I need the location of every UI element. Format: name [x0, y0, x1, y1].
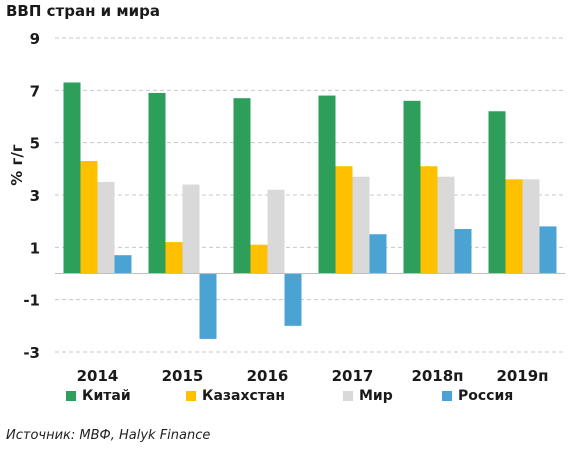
y-tick-label: 1: [30, 239, 40, 257]
bar-Мир-2017: [352, 176, 370, 274]
x-tick-label: 2015: [162, 367, 204, 385]
bar-Россия-2014: [114, 255, 132, 274]
chart-title: ВВП стран и мира: [6, 2, 161, 20]
legend-item-Казахстан: Казахстан: [186, 388, 285, 404]
bar-Россия-2015: [199, 273, 217, 339]
bar-Мир-2018п: [437, 176, 455, 274]
legend-label: Казахстан: [202, 388, 286, 404]
gdp-bar-chart: 9 7 5 3 1 -1 -3 2014 2015 2016 2017 2018п 2019п % г…: [8, 30, 565, 385]
legend-swatch: [186, 391, 196, 401]
legend-swatch: [66, 391, 76, 401]
y-tick-label: -1: [23, 292, 40, 310]
bar-Китай-2016: [233, 98, 251, 274]
legend-item-Россия: Россия: [442, 388, 513, 404]
bar-Казахстан-2016: [250, 244, 268, 274]
y-tick-label: 3: [30, 187, 40, 205]
bar-Китай-2018п: [403, 100, 421, 274]
y-tick-label: 7: [30, 82, 40, 100]
x-tick-label: 2019п: [496, 367, 548, 385]
y-axis-label: % г/г: [8, 144, 26, 186]
legend-item-Китай: Китай: [66, 388, 131, 404]
legend-swatch: [442, 391, 452, 401]
legend-label: Мир: [359, 388, 393, 404]
x-tick-labels: 2014 2015 2016 2017 2018п 2019п: [77, 367, 549, 385]
bar-Казахстан-2018п: [420, 166, 438, 274]
bar-Мир-2019п: [522, 179, 540, 274]
bar-Россия-2016: [284, 273, 302, 326]
y-tick-labels: 9 7 5 3 1 -1 -3: [23, 30, 40, 362]
legend-label: Китай: [82, 388, 131, 404]
legend-label: Россия: [458, 388, 514, 404]
bar-Казахстан-2014: [80, 160, 98, 274]
x-tick-label: 2017: [332, 367, 374, 385]
bar-Китай-2014: [63, 82, 81, 274]
bar-Казахстан-2019п: [505, 179, 523, 274]
bar-Россия-2018п: [454, 229, 472, 274]
x-tick-label: 2016: [247, 367, 289, 385]
x-tick-label: 2018п: [411, 367, 463, 385]
legend-swatch: [343, 391, 353, 401]
bar-Мир-2014: [97, 181, 115, 274]
bar-Казахстан-2015: [165, 242, 183, 274]
legend: Китай Казахстан Мир Россия: [0, 388, 579, 414]
bar-Россия-2017: [369, 234, 387, 274]
bars: [63, 82, 557, 339]
y-tick-label: 5: [30, 135, 40, 153]
source-note: Источник: МВФ, Halyk Finance: [6, 428, 211, 443]
x-tick-label: 2014: [77, 367, 119, 385]
gridlines: [55, 37, 565, 353]
bar-Мир-2015: [182, 184, 200, 274]
bar-Китай-2019п: [488, 111, 506, 274]
y-tick-label: 9: [30, 30, 40, 48]
bar-Китай-2015: [148, 92, 166, 274]
y-tick-label: -3: [23, 344, 40, 362]
bar-Россия-2019п: [539, 226, 557, 274]
bar-Казахстан-2017: [335, 166, 353, 274]
bar-Китай-2017: [318, 95, 336, 274]
legend-item-Мир: Мир: [343, 388, 393, 404]
bar-Мир-2016: [267, 189, 285, 274]
